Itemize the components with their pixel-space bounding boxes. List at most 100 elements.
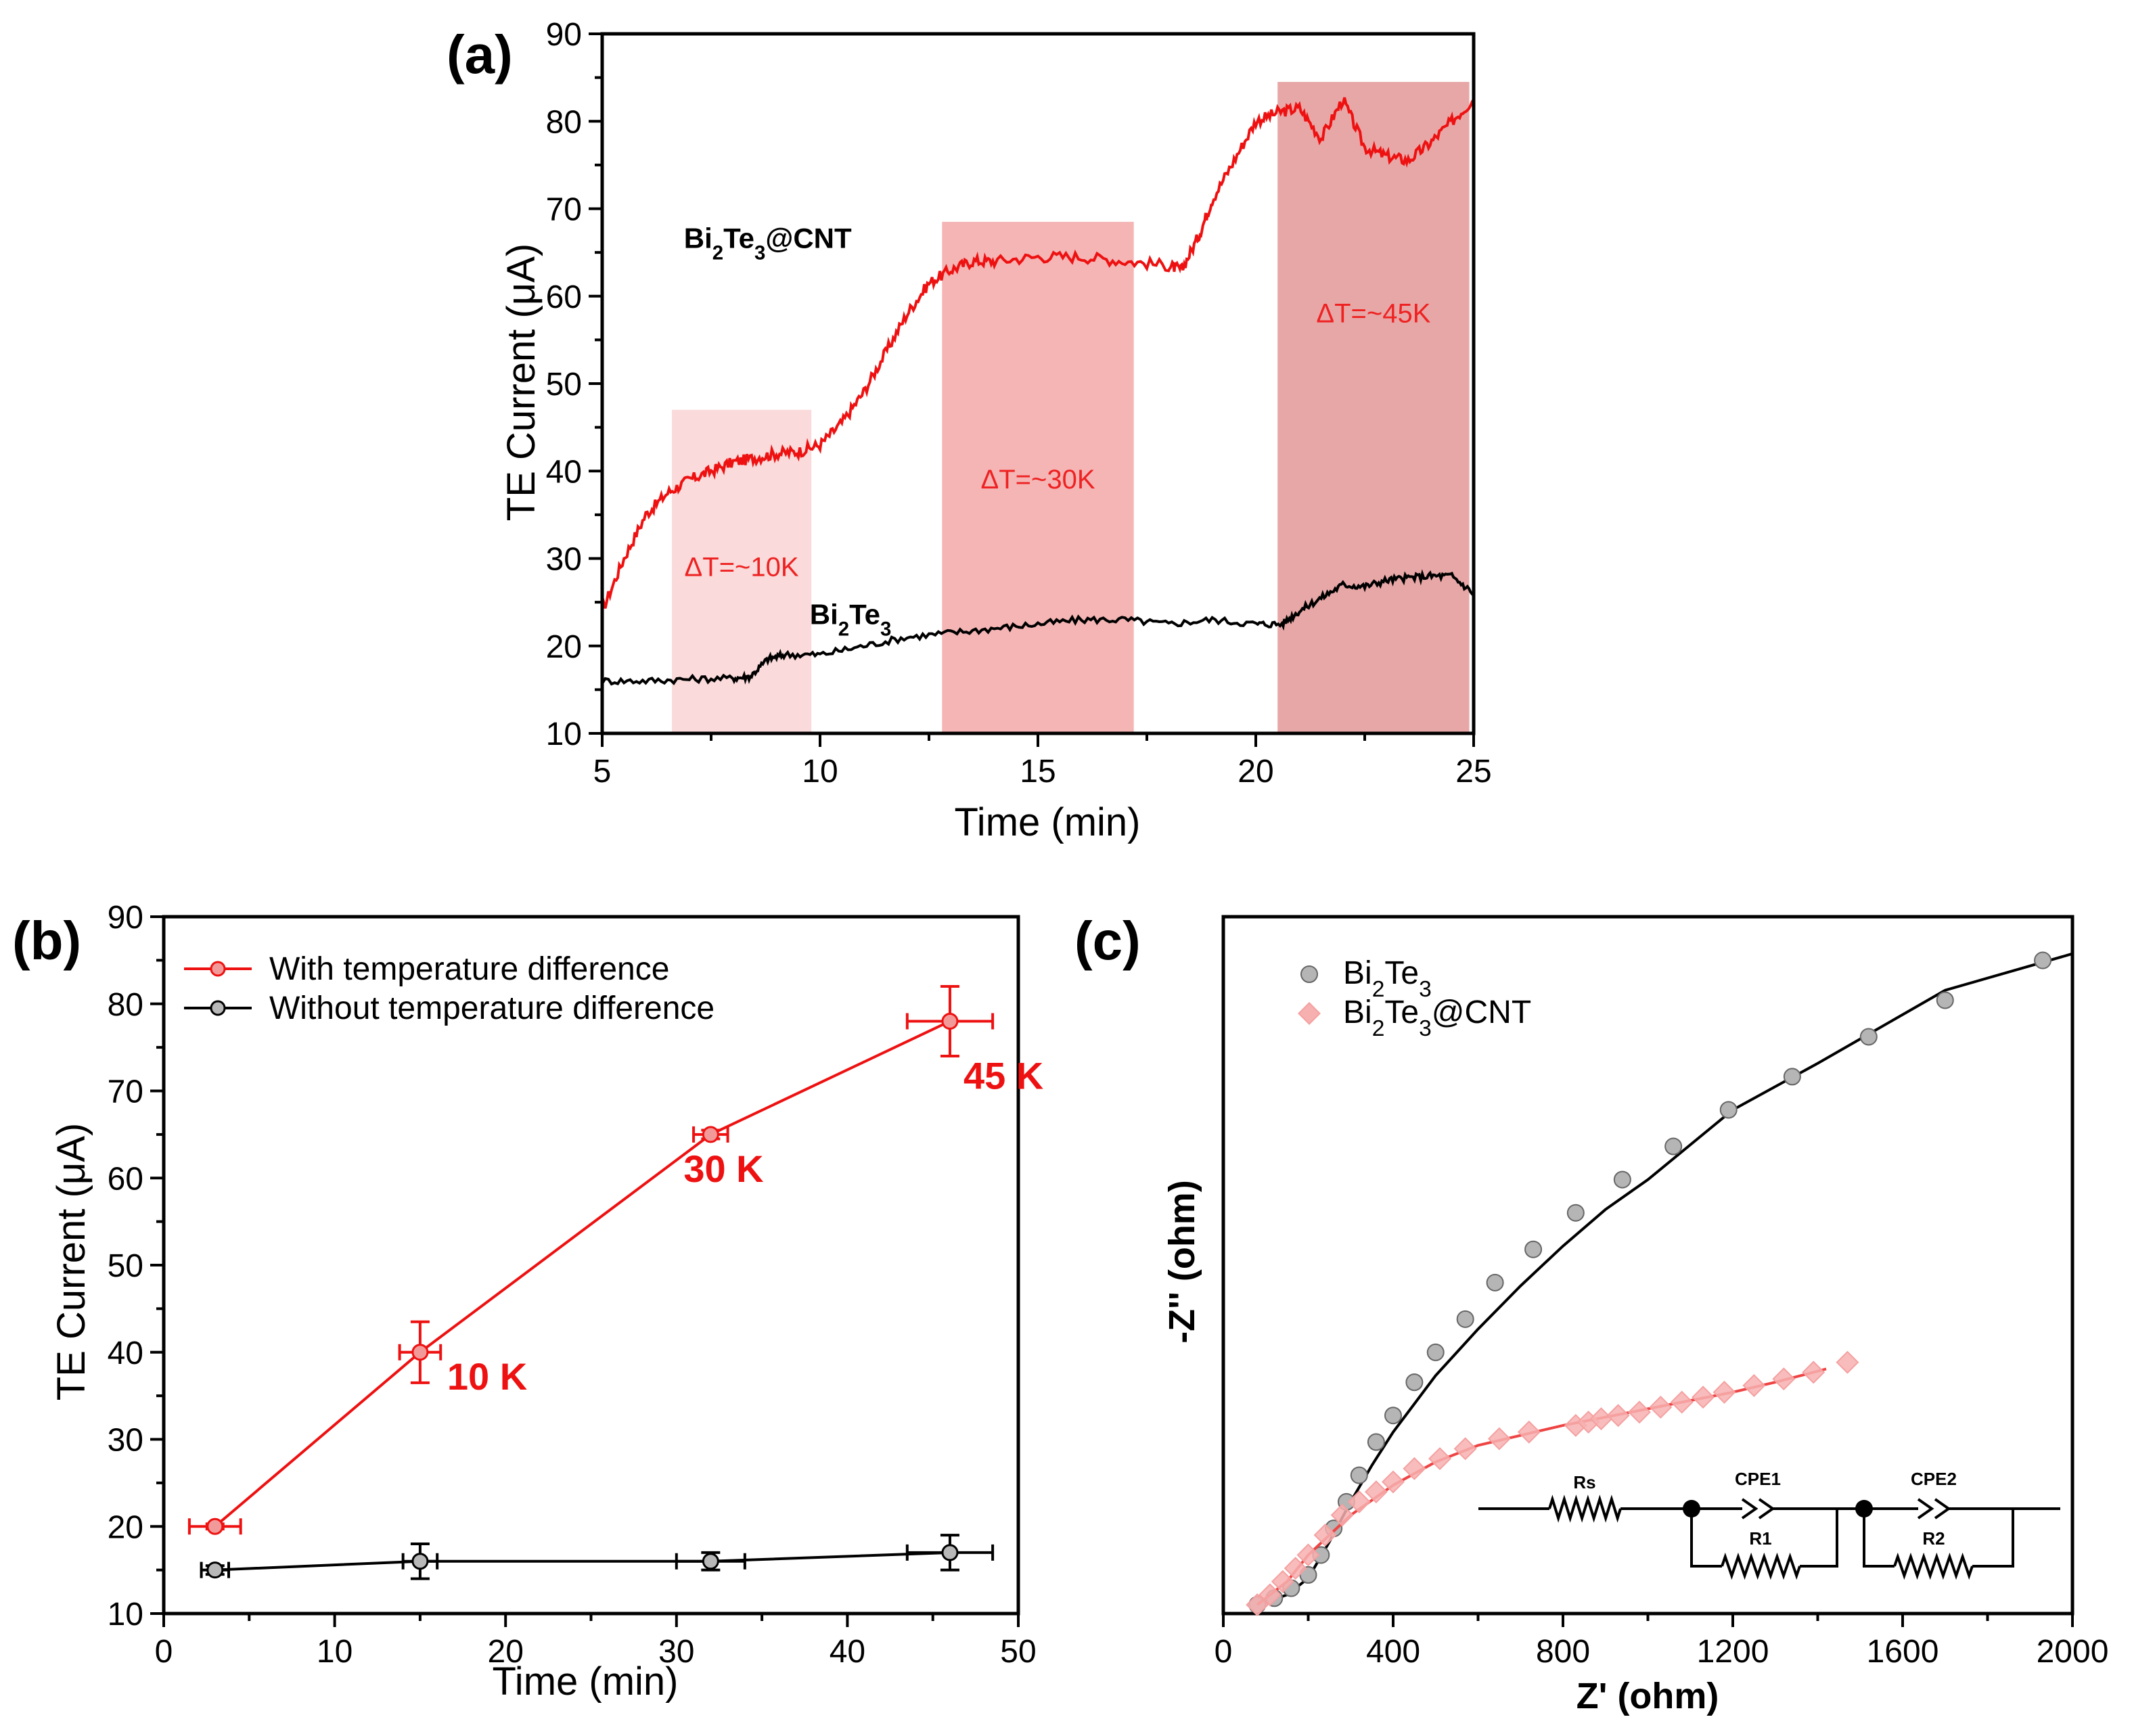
c-circuit-diagram: Rs CPE1 R1 CPE2 R2 — [1478, 1469, 2060, 1580]
b-y-tick-label: 50 — [108, 1248, 143, 1284]
c-x-tick-label: 0 — [1215, 1634, 1233, 1670]
c-x-tick-label: 800 — [1536, 1634, 1590, 1670]
c-data-point — [1606, 1404, 1630, 1427]
c-data-point — [1524, 1240, 1543, 1258]
c-data-point — [1719, 1101, 1738, 1119]
a-y-tick-label: 40 — [546, 454, 582, 490]
panel-c-letter: (c) — [1074, 911, 1141, 971]
panel-b-letter: (b) — [12, 911, 81, 971]
b-y-tick-label: 90 — [108, 900, 143, 936]
a-y-tick-label: 50 — [546, 367, 582, 403]
a-series-lines — [601, 97, 1475, 686]
c-data-point — [2034, 951, 2052, 969]
c-data-point — [1350, 1466, 1368, 1484]
c-legend-label-1: Bi2Te3@CNT — [1343, 995, 1531, 1041]
c-data-point — [1284, 1557, 1307, 1580]
b-series — [187, 985, 995, 1580]
b-series-line-1 — [214, 1551, 951, 1572]
c-circuit-wire — [1690, 1509, 1722, 1568]
b-data-point — [411, 1553, 429, 1570]
c-data-point — [1456, 1310, 1474, 1328]
c-x-tick-label: 1600 — [1867, 1634, 1939, 1670]
b-x-tick-label: 10 — [317, 1634, 353, 1670]
a-highlight-regions — [672, 82, 1470, 733]
b-data-point — [206, 1561, 224, 1579]
c-cpe2 — [1917, 1498, 1951, 1520]
c-data-point — [1772, 1367, 1796, 1391]
c-data-point — [1364, 1480, 1388, 1504]
c-data-point — [1566, 1204, 1585, 1222]
b-x-tick-label: 40 — [830, 1634, 865, 1670]
c-data-point — [1664, 1137, 1683, 1156]
a-x-tick-label: 20 — [1238, 754, 1273, 790]
a-y-tick-label: 10 — [546, 716, 582, 752]
b-legend-label-0: With temperature difference — [269, 951, 669, 987]
b-x-tick-label: 0 — [155, 1634, 173, 1670]
c-resistor-rs — [1548, 1494, 1622, 1523]
c-series — [1246, 951, 2073, 1617]
c-data-point — [1783, 1068, 1801, 1086]
a-x-tick-label: 15 — [1020, 754, 1056, 790]
a-y-axis-title: TE Current (μA) — [499, 244, 543, 521]
b-data-point — [702, 1553, 719, 1570]
b-y-tick-label: 40 — [108, 1335, 143, 1371]
b-y-tick-label: 20 — [108, 1509, 143, 1545]
c-data-point — [1330, 1503, 1354, 1527]
a-x-tick-label: 25 — [1455, 754, 1491, 790]
c-data-point — [1487, 1427, 1511, 1451]
c-data-point — [1713, 1380, 1736, 1404]
b-y-tick-label: 10 — [108, 1597, 143, 1632]
a-region-label-0: ΔT=~10K — [685, 552, 799, 582]
c-data-point — [1589, 1407, 1613, 1431]
a-series-label-1: Bi2Te3 — [810, 598, 892, 640]
a-y-tick-label: 70 — [546, 192, 582, 228]
c-data-point — [1258, 1583, 1282, 1607]
c-circuit-label-4: R2 — [1922, 1528, 1945, 1549]
c-data-point — [1836, 1350, 1859, 1374]
a-y-tick-label: 80 — [546, 104, 582, 140]
c-circuit-wire — [1863, 1509, 1895, 1568]
panel-b: (b) 0 10 20 30 40 50 10 20 30 40 50 60 70 80 90 With t… — [12, 900, 1043, 1704]
c-data-point — [1486, 1273, 1504, 1292]
c-circuit-wire — [1972, 1509, 2014, 1568]
c-resistor-r2 — [1893, 1552, 1974, 1580]
a-y-tick-label: 20 — [546, 629, 582, 665]
c-resistor-r1 — [1721, 1552, 1801, 1580]
b-data-point — [411, 1344, 429, 1361]
c-data-point — [1627, 1400, 1651, 1424]
a-region-1 — [942, 221, 1134, 733]
c-data-point — [1453, 1437, 1477, 1461]
c-data-point — [1802, 1361, 1825, 1384]
c-data-point — [1271, 1570, 1294, 1593]
c-circuit-label-0: Rs — [1573, 1472, 1595, 1492]
c-y-axis-title: -Z'' (ohm) — [1162, 1180, 1202, 1344]
b-y-tick-label: 30 — [108, 1423, 143, 1459]
b-x-tick-label: 50 — [1000, 1634, 1036, 1670]
panel-c: (c) 0 400 800 1200 1600 2000 Bi2Te3Bi2Te3@CNT… — [1074, 911, 2108, 1716]
b-x-tick-label: 20 — [488, 1634, 524, 1670]
c-data-point — [1692, 1386, 1715, 1409]
c-x-tick-label: 1200 — [1697, 1634, 1769, 1670]
a-series-line-1 — [601, 569, 1474, 686]
a-series-line-0 — [601, 97, 1475, 609]
c-data-point — [1403, 1457, 1426, 1480]
c-data-point — [1384, 1407, 1402, 1425]
c-data-point — [1347, 1490, 1371, 1513]
b-x-tick-label: 30 — [658, 1634, 694, 1670]
c-data-point — [1613, 1170, 1631, 1189]
b-y-tick-label: 80 — [108, 987, 143, 1023]
c-data-point — [1670, 1390, 1694, 1414]
c-circuit-label-3: CPE2 — [1911, 1469, 1957, 1489]
b-ticks: 0 10 20 30 40 50 10 20 30 40 50 60 70 80 90 — [108, 900, 1037, 1670]
c-data-point — [1313, 1524, 1337, 1547]
b-series-line-0 — [214, 1020, 951, 1528]
a-region-label-1: ΔT=~30K — [980, 465, 1095, 495]
c-data-point — [1246, 1593, 1269, 1617]
c-x-tick-label: 400 — [1366, 1634, 1420, 1670]
a-annotations: ΔT=~10K ΔT=~30K ΔT=~45K Bi2Te3@CNT Bi2Te3 — [684, 223, 1431, 640]
panel-a-letter: (a) — [447, 24, 513, 85]
c-circuit-wire — [1800, 1509, 1838, 1568]
b-legend-marker-1 — [210, 1000, 226, 1016]
c-ticks: 0 400 800 1200 1600 2000 — [1215, 1614, 2108, 1670]
